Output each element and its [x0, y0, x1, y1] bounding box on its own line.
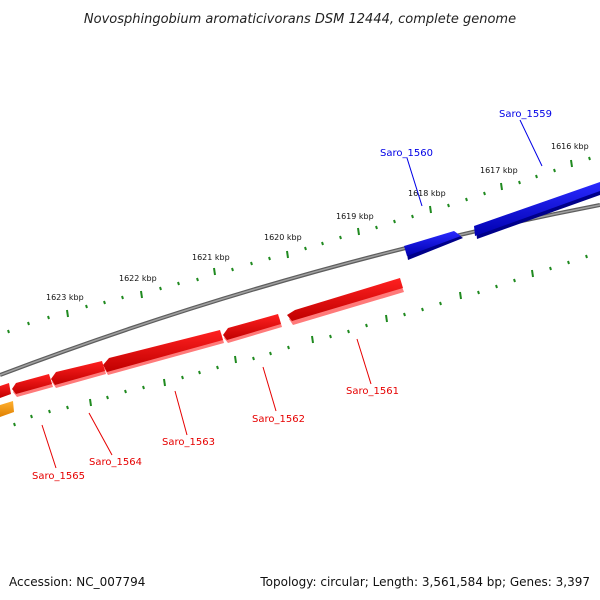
label-leaders: [41, 119, 543, 469]
gene-label-saro-1564[interactable]: Saro_1564: [89, 457, 142, 468]
gene-saro-1561[interactable]: [287, 278, 403, 321]
gene-saro-1563[interactable]: [103, 330, 223, 372]
scale-labels: 1616 kbp 1617 kbp 1618 kbp 1619 kbp 1620…: [46, 142, 589, 302]
outer-tick-track: [7, 156, 591, 334]
topology-text: Topology: circular; Length: 3,561,584 bp…: [259, 575, 590, 589]
reverse-genes: [0, 278, 404, 417]
scale-label: 1618 kbp: [408, 189, 446, 198]
accession-text: Accession: NC_007794: [9, 575, 145, 589]
gene-saro-1560[interactable]: [404, 231, 461, 256]
gene-label-saro-1563[interactable]: Saro_1563: [162, 437, 215, 448]
gene-saro-1559[interactable]: [474, 182, 600, 236]
gene-saro-1564[interactable]: [51, 361, 105, 385]
gene-partial-orange[interactable]: [0, 401, 14, 417]
map-title: Novosphingobium aromaticivorans DSM 1244…: [84, 12, 516, 27]
gene-label-saro-1559[interactable]: Saro_1559: [499, 109, 552, 120]
gene-labels: Saro_1559 Saro_1560 Saro_1561 Saro_1562 …: [32, 109, 552, 482]
scale-label: 1620 kbp: [264, 233, 302, 242]
scale-label: 1622 kbp: [119, 274, 157, 283]
scale-label: 1623 kbp: [46, 293, 84, 302]
gene-partial-red[interactable]: [0, 383, 11, 398]
forward-genes: [404, 182, 600, 260]
genome-backbone: [0, 203, 600, 377]
gene-label-saro-1565[interactable]: Saro_1565: [32, 471, 85, 482]
gene-label-saro-1561[interactable]: Saro_1561: [346, 386, 399, 397]
scale-label: 1616 kbp: [551, 142, 589, 151]
gene-label-saro-1562[interactable]: Saro_1562: [252, 414, 305, 425]
gene-saro-1565[interactable]: [12, 374, 52, 394]
gene-saro-1562[interactable]: [223, 314, 281, 340]
inner-tick-track: [13, 254, 588, 427]
scale-label: 1617 kbp: [480, 166, 518, 175]
scale-label: 1619 kbp: [336, 212, 374, 221]
scale-label: 1621 kbp: [192, 253, 230, 262]
gene-label-saro-1560[interactable]: Saro_1560: [380, 148, 433, 159]
genome-backbone-highlight: [0, 204, 600, 376]
